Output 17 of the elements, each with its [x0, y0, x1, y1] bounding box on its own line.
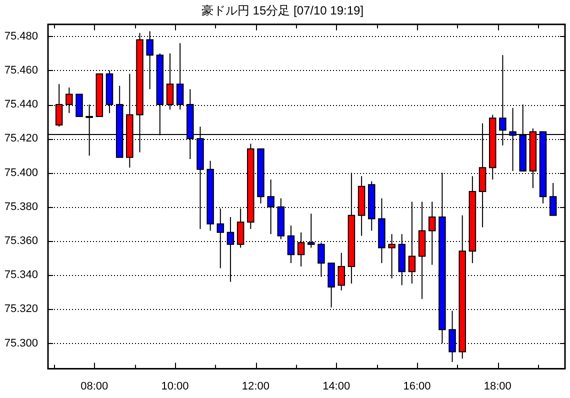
y-tick-label: 75.440 — [4, 98, 38, 111]
y-tick-label: 75.460 — [4, 64, 38, 76]
y-tick-label: 75.420 — [4, 132, 38, 145]
y-tick-label: 75.360 — [4, 234, 38, 247]
y-tick-label: 75.380 — [4, 200, 38, 213]
y-tick-label: 75.320 — [4, 303, 38, 316]
x-tick-label: 12:00 — [242, 380, 270, 392]
y-tick-label: 75.300 — [4, 337, 38, 350]
y-tick-label: 75.340 — [4, 269, 38, 282]
x-tick-label: 18:00 — [484, 380, 512, 392]
y-tick-label: 75.400 — [4, 166, 38, 179]
x-tick-label: 08:00 — [80, 380, 108, 392]
x-tick-label: 14:00 — [322, 380, 350, 392]
x-tick-label: 16:00 — [403, 380, 431, 392]
x-tick-label: 10:00 — [161, 380, 189, 392]
y-tick-label: 75.480 — [4, 30, 38, 42]
chart-title: 豪ドル円 15分足 [07/10 19:19] — [201, 4, 364, 18]
